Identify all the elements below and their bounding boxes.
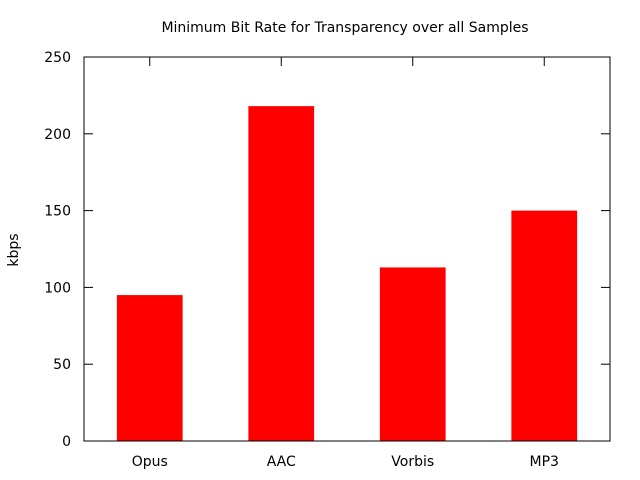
bar-opus: [116, 295, 183, 441]
y-tick-label: 50: [53, 357, 71, 373]
y-tick-label: 100: [44, 280, 71, 296]
x-tick-label: Opus: [132, 454, 168, 470]
y-tick-label: 250: [44, 50, 71, 66]
bars: [116, 106, 578, 441]
bar-aac: [248, 106, 315, 441]
y-tick-label: 200: [44, 127, 71, 143]
bar-mp3: [511, 210, 578, 441]
x-tick-label: AAC: [267, 454, 296, 470]
chart-title: Minimum Bit Rate for Transparency over a…: [161, 20, 528, 36]
axis-tick-labels: 0 50 100 150 200 250 Opus AAC Vorbis MP3: [44, 50, 559, 470]
bar-vorbis: [379, 267, 446, 441]
y-axis-label: kbps: [6, 233, 22, 266]
x-tick-label: Vorbis: [391, 454, 434, 470]
y-tick-label: 150: [44, 204, 71, 220]
y-tick-label: 0: [62, 434, 71, 450]
x-tick-label: MP3: [530, 454, 559, 470]
plot-area-frame: [83, 56, 611, 442]
